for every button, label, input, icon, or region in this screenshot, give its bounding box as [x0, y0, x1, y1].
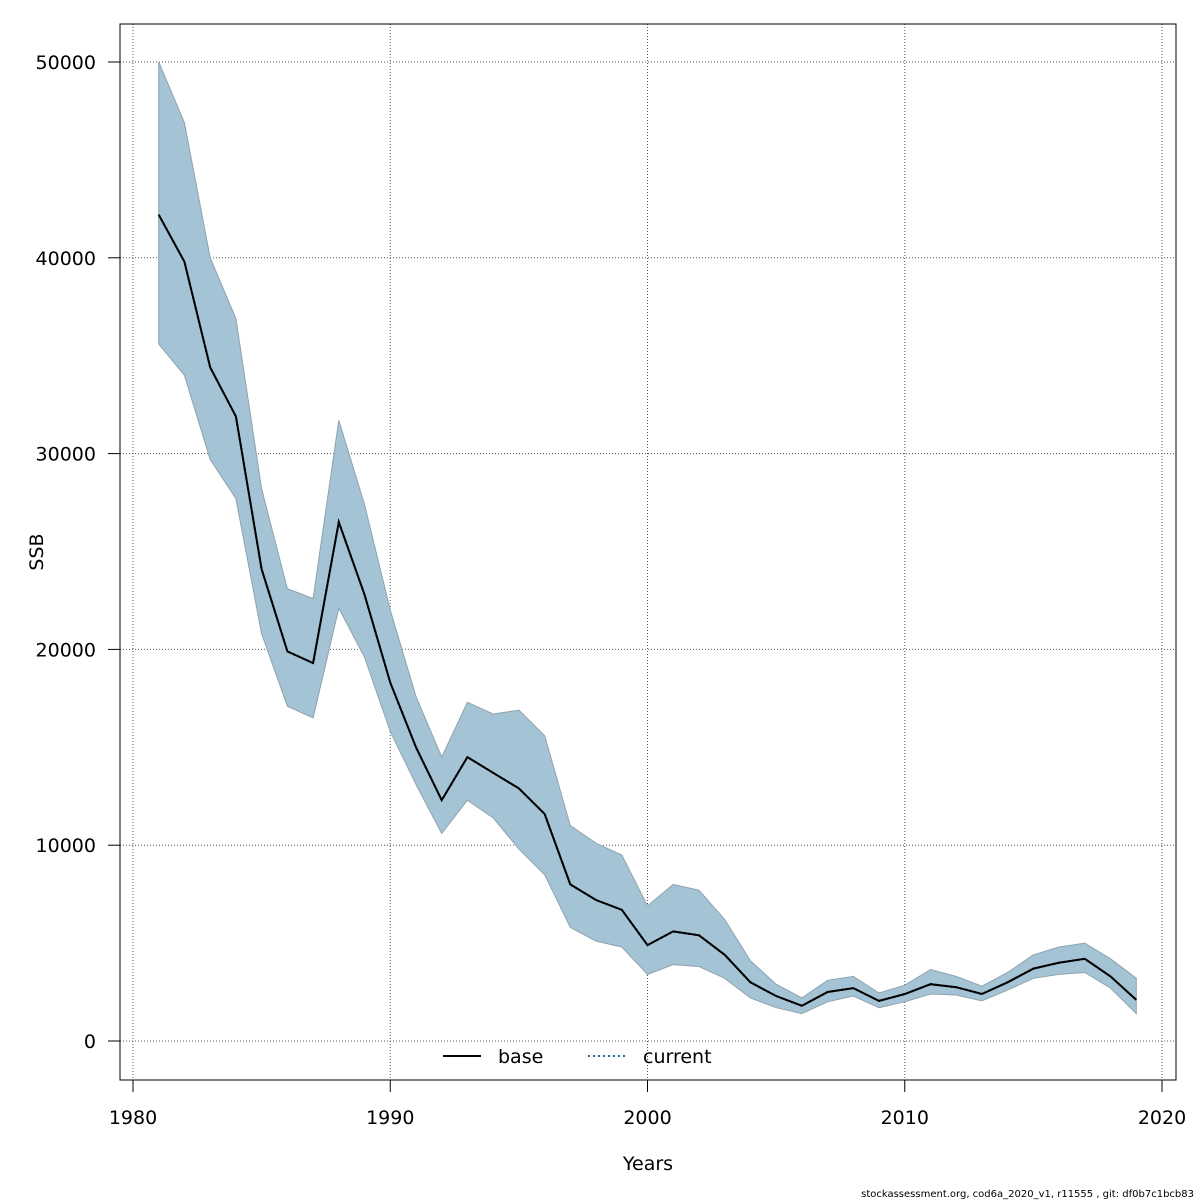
x-tick-label: 2020 — [1138, 1107, 1186, 1129]
legend-base-label: base — [498, 1046, 543, 1068]
series-lines — [157, 214, 1137, 1007]
legend: base current — [443, 1046, 712, 1068]
legend-current-label: current — [643, 1046, 712, 1068]
x-axis: 1980 1990 2000 2010 2020 — [109, 1079, 1186, 1129]
y-tick-label: 0 — [84, 1031, 96, 1053]
x-tick-label: 1980 — [109, 1107, 157, 1129]
grid — [120, 24, 1176, 1080]
confidence-band-group — [158, 61, 1137, 1015]
y-tick-label: 30000 — [36, 444, 96, 466]
y-tick-label: 10000 — [36, 835, 96, 857]
x-axis-title: Years — [622, 1153, 673, 1175]
y-tick-label: 40000 — [36, 248, 96, 270]
x-tick-label: 1990 — [366, 1107, 414, 1129]
x-tick-label: 2010 — [881, 1107, 929, 1129]
series-line-current — [157, 214, 1137, 1007]
y-axis: 0 10000 20000 30000 40000 50000 — [36, 52, 121, 1053]
footer-credit: stockassessment.org, cod6a_2020_v1, r115… — [861, 1189, 1194, 1200]
x-tick-label: 2000 — [623, 1107, 671, 1129]
y-tick-label: 20000 — [36, 639, 96, 661]
y-tick-label: 50000 — [36, 52, 96, 74]
y-axis-title: SSB — [26, 533, 48, 570]
confidence-band — [158, 61, 1137, 1015]
